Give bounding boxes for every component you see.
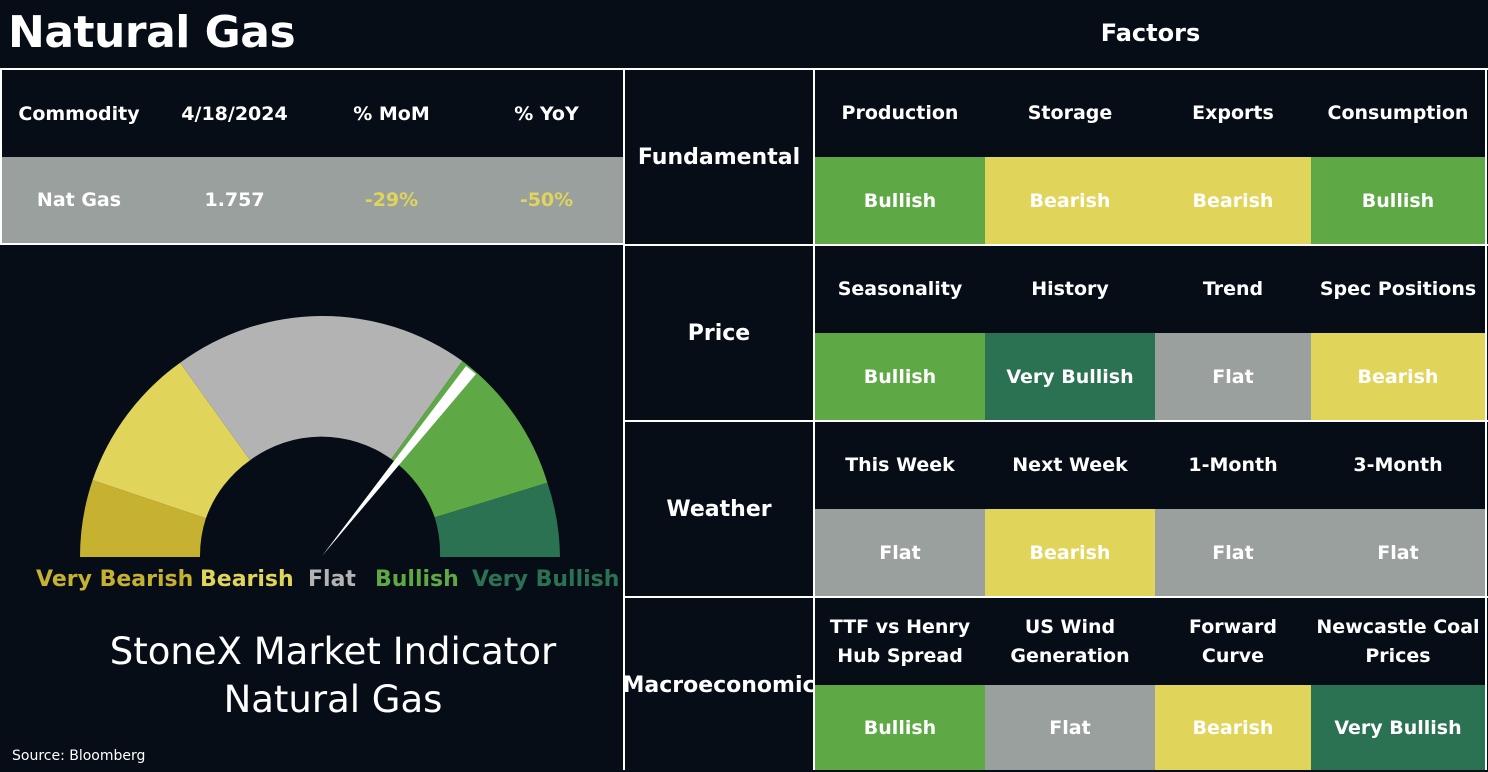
- factor-signal: Bearish: [1311, 333, 1485, 420]
- factor-label: Consumption: [1327, 102, 1469, 124]
- factor-signal: Bullish: [815, 157, 985, 244]
- factor-label: Spec Positions: [1319, 278, 1477, 300]
- page-title: Natural Gas: [8, 7, 296, 58]
- factor-label: Storage: [1027, 102, 1113, 124]
- divider-right-edge: [1485, 68, 1487, 770]
- factor-signal: Very Bullish: [1311, 685, 1485, 770]
- factor-signal: Flat: [1311, 509, 1485, 596]
- factor-label: Trend: [1202, 278, 1264, 300]
- gauge-very-bearish: [79, 480, 206, 557]
- factor-signal: Flat: [1155, 509, 1311, 596]
- factor-label: US Wind Generation: [1010, 615, 1130, 667]
- gauge-bullish: [391, 361, 548, 518]
- factor-label: Newcastle Coal Prices: [1316, 615, 1480, 667]
- group-label-macroeconomic: Macroeconomic: [622, 672, 816, 698]
- factor-label: 1-Month: [1188, 454, 1278, 476]
- factor-label: Forward Curve: [1189, 615, 1277, 667]
- factor-label: Production: [841, 102, 959, 124]
- divider-group-3: [624, 596, 1488, 598]
- gauge-label-bullish: Bullish: [375, 567, 459, 592]
- cell-price: 1.757: [204, 189, 265, 211]
- factor-signal: Bearish: [985, 509, 1155, 596]
- header-yoy: % YoY: [514, 102, 579, 125]
- factor-label: TTF vs Henry Hub Spread: [829, 615, 971, 667]
- cell-commodity: Nat Gas: [36, 189, 122, 211]
- source-note: Source: Bloomberg: [12, 748, 146, 764]
- indicator-title-line1: StoneX Market Indicator: [109, 630, 557, 673]
- gauge-label-flat: Flat: [308, 567, 356, 592]
- cell-yoy: -50%: [519, 189, 574, 211]
- gauge-label-very-bearish: Very Bearish: [36, 567, 194, 592]
- sentiment-gauge: [79, 315, 560, 557]
- factor-signal: Bullish: [815, 333, 985, 420]
- header-mom: % MoM: [353, 102, 430, 125]
- divider-left-table: [0, 243, 624, 245]
- gauge-bearish: [92, 362, 251, 519]
- factor-label: History: [1031, 278, 1109, 300]
- factor-signal: Bearish: [1155, 685, 1311, 770]
- header-date: 4/18/2024: [181, 102, 288, 125]
- divider-group-1: [624, 244, 1488, 246]
- factors-title: Factors: [1100, 19, 1201, 47]
- gauge-label-very-bullish: Very Bullish: [472, 567, 620, 592]
- divider-group-2: [624, 420, 1488, 422]
- divider-vertical-groups: [813, 68, 815, 770]
- factor-signal: Bearish: [1155, 157, 1311, 244]
- factor-signal: Bullish: [1311, 157, 1485, 244]
- indicator-title-line2: Natural Gas: [223, 678, 443, 721]
- cell-mom: -29%: [364, 189, 419, 211]
- factor-label: Exports: [1192, 102, 1274, 124]
- factor-signal: Flat: [985, 685, 1155, 770]
- gauge-very-bullish: [434, 482, 560, 557]
- factor-label: Seasonality: [837, 278, 963, 300]
- divider-top: [0, 68, 1488, 70]
- group-label-weather: Weather: [666, 496, 772, 522]
- divider-vertical-main: [623, 68, 625, 770]
- factor-signal: Very Bullish: [985, 333, 1155, 420]
- factor-label: 3-Month: [1353, 454, 1443, 476]
- factor-label: Next Week: [1012, 454, 1128, 476]
- gauge-flat: [180, 315, 463, 461]
- header-commodity: Commodity: [18, 102, 140, 125]
- commodity-row-bg: [2, 157, 623, 243]
- factor-signal: Flat: [815, 509, 985, 596]
- factor-signal: Bearish: [985, 157, 1155, 244]
- factor-label: This Week: [845, 454, 955, 476]
- factor-signal: Flat: [1155, 333, 1311, 420]
- divider-left-edge: [0, 68, 2, 244]
- gauge-needle: [322, 366, 476, 556]
- gauge-label-bearish: Bearish: [200, 567, 294, 592]
- group-label-fundamental: Fundamental: [637, 144, 801, 170]
- group-label-price: Price: [687, 320, 751, 346]
- factor-signal: Bullish: [815, 685, 985, 770]
